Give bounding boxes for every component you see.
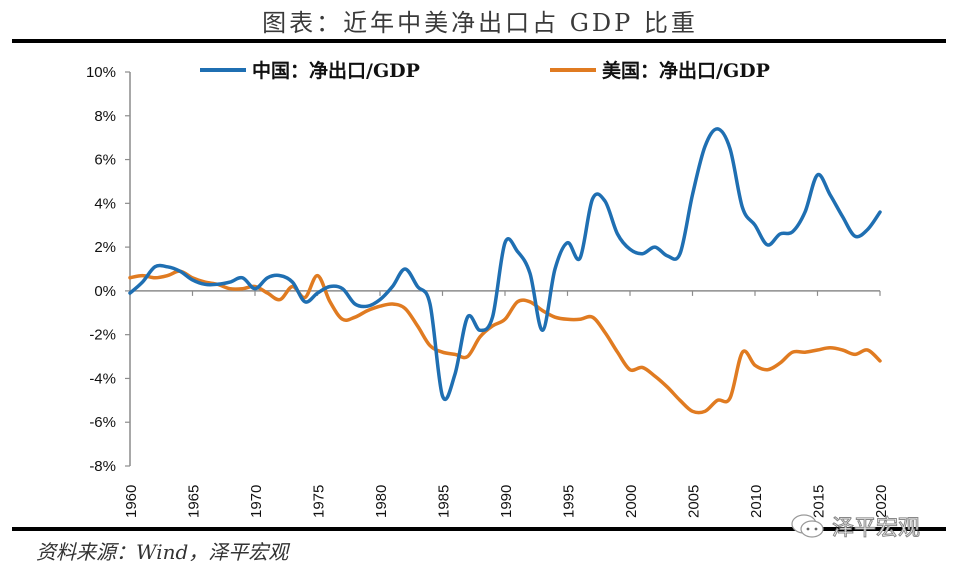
series-line-us [128,269,882,415]
x-tick-label: 2015 [811,485,828,518]
source-note: 资料来源：Wind，泽平宏观 [36,540,289,564]
y-tick-label: -4% [89,370,116,387]
x-tick-label: 1995 [561,485,578,518]
y-tick-label: -2% [89,327,116,344]
footer-rule [12,527,946,531]
line-chart: 10% 8% 6% 4% 2% 0% -2% -4% -6% -8% 1960 1965 1970 197… [86,59,890,518]
y-tick-label: 8% [94,108,116,125]
legend-label-china: 中国：净出口/GDP [252,59,420,82]
header-rule [12,39,946,43]
y-tick-label: 4% [94,195,116,212]
y-tick-label: 6% [94,152,116,169]
x-tick-label: 2010 [748,485,765,518]
chart-title: 图表：近年中美净出口占 GDP 比重 [262,9,698,37]
x-tick-label: 1970 [248,485,265,518]
x-tick-label: 1985 [436,485,453,518]
legend: 中国：净出口/GDP 美国：净出口/GDP [200,59,770,82]
y-tick-label: -6% [89,414,116,431]
x-tick-label: 1960 [123,485,140,518]
y-tick-label: -8% [89,458,116,475]
series-layer [128,127,882,415]
x-tick-label: 2000 [623,485,640,518]
x-tick-label: 1990 [498,485,515,518]
watermark-text: 泽平宏观 [831,516,921,542]
watermark: 泽平宏观 [790,510,921,542]
legend-label-us: 美国：净出口/GDP [602,59,770,82]
y-tick-label: 0% [94,283,116,300]
x-tick-label: 2005 [686,485,703,518]
y-tick-label: 2% [94,239,116,256]
y-tick-label: 10% [86,64,116,81]
series-line-china [128,127,882,402]
x-tick-label: 1980 [373,485,390,518]
x-tick-label: 2020 [873,485,890,518]
x-tick-label: 1965 [186,485,203,518]
wechat-icon [791,514,824,538]
axes: 10% 8% 6% 4% 2% 0% -2% -4% -6% -8% 1960 1965 1970 197… [86,64,890,518]
x-tick-label: 1975 [311,485,328,518]
